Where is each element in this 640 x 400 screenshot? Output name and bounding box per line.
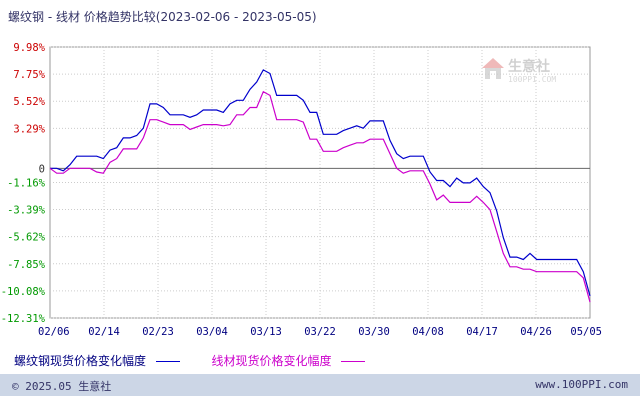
x-tick-label: 02/14 — [88, 326, 120, 338]
legend-swatch-series1 — [155, 361, 180, 362]
y-tick-label: 9.98% — [13, 42, 45, 54]
x-tick-label: 03/22 — [304, 326, 336, 338]
footer-bar: © 2025.05 生意社 www.100PPI.com — [0, 374, 640, 396]
watermark-url: 100PPI.COM — [508, 75, 557, 84]
legend-swatch-series2 — [341, 361, 366, 362]
x-tick-label: 03/13 — [250, 326, 282, 338]
y-tick-label: -1.16% — [7, 177, 46, 189]
y-tick-label: 0 — [39, 163, 45, 175]
x-tick-label: 04/08 — [412, 326, 444, 338]
y-tick-label: 3.29% — [13, 123, 45, 135]
y-tick-label: -7.85% — [7, 259, 46, 271]
series-line-2 — [49, 90, 591, 303]
footer-copyright: © 2025.05 生意社 — [12, 380, 112, 393]
x-tick-label: 05/05 — [570, 326, 602, 338]
x-tick-label: 02/06 — [38, 326, 70, 338]
house-icon — [482, 58, 504, 79]
legend: 螺纹钢现货价格变化幅度 线材现货价格变化幅度 — [14, 352, 371, 369]
x-tick-label: 03/04 — [196, 326, 228, 338]
x-tick-label: 03/30 — [358, 326, 390, 338]
x-tick-label: 02/23 — [142, 326, 174, 338]
x-tick-label: 04/26 — [520, 326, 552, 338]
y-tick-label: -10.08% — [1, 286, 46, 298]
y-tick-label: -3.39% — [7, 205, 46, 217]
x-tick-label: 04/17 — [466, 326, 498, 338]
y-tick-label: -12.31% — [1, 313, 46, 325]
footer-site-link[interactable]: www.100PPI.com — [535, 378, 628, 391]
y-tick-label: 7.75% — [13, 69, 45, 81]
legend-label-series1: 螺纹钢现货价格变化幅度 — [14, 354, 147, 368]
series-line-1 — [50, 69, 591, 297]
y-tick-label: 5.52% — [13, 96, 45, 108]
legend-label-series2: 线材现货价格变化幅度 — [211, 354, 332, 368]
y-tick-label: -5.62% — [7, 232, 46, 244]
chart-title: 螺纹钢 - 线材 价格趋势比较(2023-02-06 - 2023-05-05) — [8, 10, 317, 24]
watermark-name: 生意社 — [508, 59, 550, 75]
